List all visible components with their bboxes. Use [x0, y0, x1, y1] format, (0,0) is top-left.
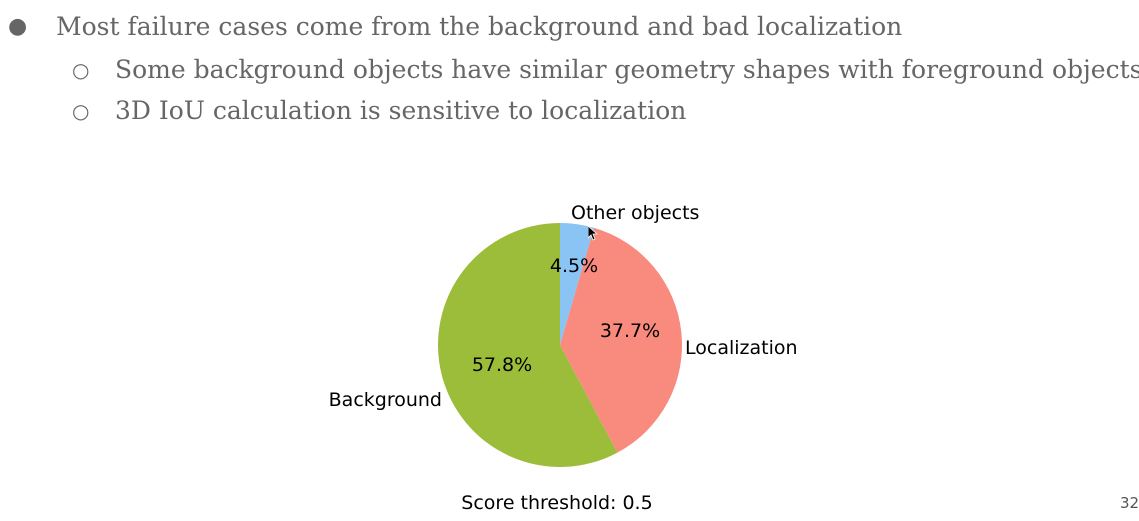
pie-slice-other-objects	[560, 223, 595, 345]
slice-value-label: 37.7%	[600, 320, 660, 342]
pie-slice-localization	[560, 227, 682, 453]
hollow-bullet-icon: ○	[72, 58, 90, 82]
pie-labels: 4.5% Other objects 37.7% Localization 57.8% B…	[329, 202, 798, 411]
chart-caption: Score threshold: 0.5	[461, 492, 652, 514]
pie-slices	[437, 223, 682, 467]
filled-bullet-icon: ●	[8, 14, 28, 39]
slice-category-label: Localization	[685, 337, 798, 359]
pie-slice-background	[437, 223, 618, 467]
bullet-text: Most failure cases come from the backgro…	[56, 12, 903, 41]
sub-bullet-text: Some background objects have similar geo…	[115, 55, 1139, 84]
slice-value-label: 57.8%	[472, 354, 532, 376]
page-number: 32	[1120, 494, 1139, 512]
slice-category-label: Other objects	[571, 202, 699, 224]
slice-category-label: Background	[329, 389, 442, 411]
mouse-cursor-icon	[588, 226, 598, 241]
sub-bullet-text: 3D IoU calculation is sensitive to local…	[115, 96, 687, 125]
hollow-bullet-icon: ○	[72, 99, 90, 123]
slice-value-label: 4.5%	[550, 255, 598, 277]
